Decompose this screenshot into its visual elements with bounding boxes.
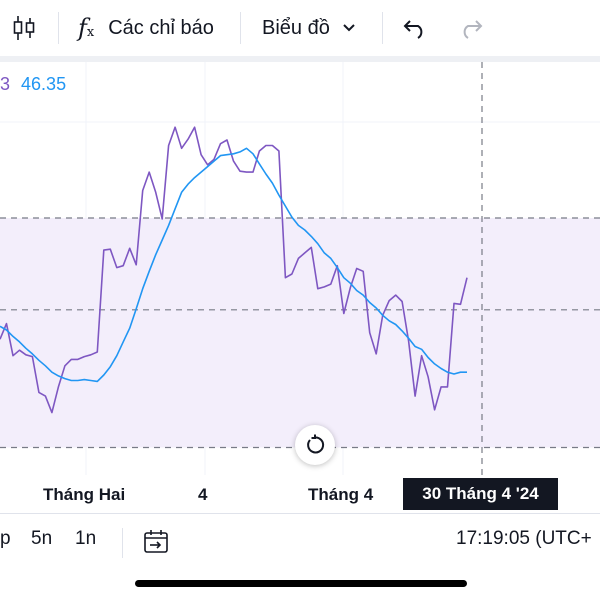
go-to-date-icon[interactable] [142, 528, 170, 556]
reset-icon [304, 434, 326, 456]
candlestick-icon[interactable] [10, 0, 38, 56]
chart-type-button[interactable]: Biểu đồ [262, 0, 356, 56]
legend-value: 46.35 [21, 74, 67, 94]
x-axis-label: Tháng 4 [308, 485, 374, 504]
redo-icon [458, 17, 484, 39]
indicators-button[interactable]: fx Các chỉ báo [78, 0, 214, 56]
chart-canvas [0, 62, 600, 475]
x-axis-label: Tháng Hai [43, 485, 126, 504]
price-series-line [0, 126, 468, 414]
indicators-label: Các chỉ báo [108, 16, 214, 39]
legend-name: 3 [0, 74, 11, 94]
chart-pane[interactable] [0, 62, 600, 475]
crosshair-time-label: 30 Tháng 4 '24 [403, 478, 558, 510]
function-icon: fx [78, 14, 95, 42]
toolbar-divider [122, 528, 123, 558]
indicator-band [0, 218, 600, 448]
interval-button[interactable]: 5n [31, 528, 53, 549]
toolbar-border [0, 56, 600, 62]
chart-toolbar: fx Các chỉ báo Biểu đồ [0, 0, 600, 56]
interval-button[interactable]: p [0, 528, 11, 549]
bottom-toolbar: p 5n 1n 17:19:05 (UTC+ [0, 514, 600, 572]
toolbar-divider [240, 12, 241, 44]
x-axis-label: 4 [198, 485, 208, 504]
redo-button[interactable] [458, 0, 484, 56]
undo-icon [402, 17, 428, 39]
indicator-legend: 3 46.35 [0, 74, 66, 95]
reset-chart-button[interactable] [295, 425, 335, 465]
interval-button[interactable]: 1n [75, 528, 97, 549]
timezone-clock[interactable]: 17:19:05 (UTC+ [456, 528, 592, 549]
chart-type-label: Biểu đồ [262, 16, 330, 39]
time-axis[interactable]: Tháng Hai 4 Tháng 4 [0, 475, 600, 513]
chevron-down-icon [342, 23, 356, 33]
axis-divider [0, 513, 600, 514]
undo-button[interactable] [402, 0, 428, 56]
moving-average-line [0, 147, 467, 383]
home-indicator [135, 580, 467, 587]
toolbar-divider [58, 12, 59, 44]
toolbar-divider [382, 12, 383, 44]
